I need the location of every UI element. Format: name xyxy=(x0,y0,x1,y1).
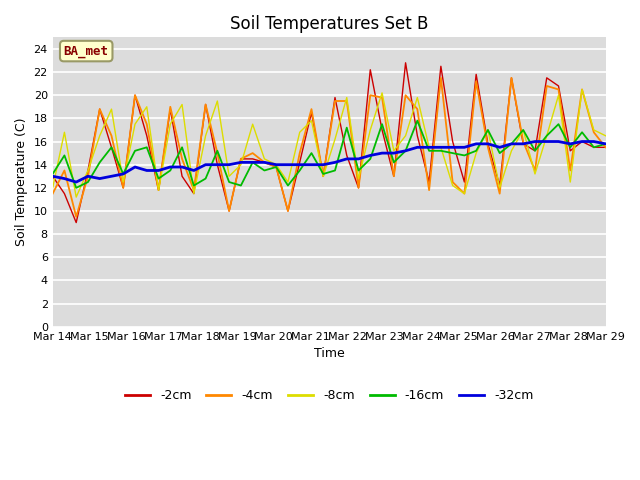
Legend: -2cm, -4cm, -8cm, -16cm, -32cm: -2cm, -4cm, -8cm, -16cm, -32cm xyxy=(120,384,538,408)
Text: BA_met: BA_met xyxy=(64,45,109,58)
X-axis label: Time: Time xyxy=(314,347,344,360)
Title: Soil Temperatures Set B: Soil Temperatures Set B xyxy=(230,15,428,33)
Y-axis label: Soil Temperature (C): Soil Temperature (C) xyxy=(15,118,28,246)
